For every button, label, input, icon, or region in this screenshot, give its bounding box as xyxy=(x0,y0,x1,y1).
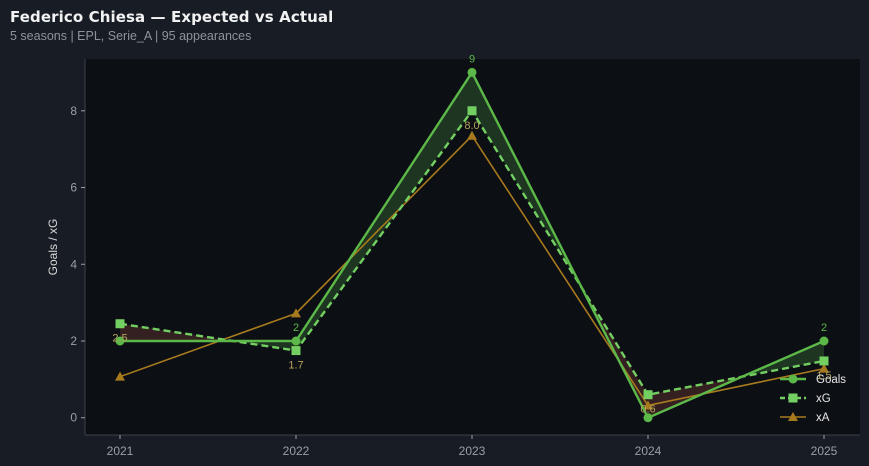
goals-point xyxy=(291,336,301,346)
chart-header: Federico Chiesa — Expected vs Actual 5 s… xyxy=(10,8,333,43)
goals-point xyxy=(643,413,653,423)
xa-point xyxy=(643,400,653,410)
goals-data-label: 2 xyxy=(293,322,299,334)
xg-data-label: 8.0 xyxy=(464,120,479,132)
xg-point xyxy=(643,390,653,400)
x-tick-label: 2023 xyxy=(459,444,486,458)
goals-point xyxy=(115,336,125,346)
goals-data-label: 9 xyxy=(469,53,475,65)
overperformance-fill xyxy=(296,72,472,351)
x-tick-label: 2024 xyxy=(635,444,662,458)
legend-label-xa: xA xyxy=(816,412,830,424)
xa-point xyxy=(291,308,301,318)
xg-point xyxy=(467,106,477,116)
xg-data-label: 0.6 xyxy=(640,404,655,416)
xg-data-label: 1.7 xyxy=(288,360,303,372)
legend-marker-xa xyxy=(788,412,798,421)
chart-title: Federico Chiesa — Expected vs Actual xyxy=(10,8,334,26)
y-tick-label: 4 xyxy=(70,257,77,271)
xg-data-label: 2.5 xyxy=(112,333,127,345)
xa-point xyxy=(115,371,125,381)
xg-point xyxy=(291,346,301,356)
y-tick-label: 0 xyxy=(70,411,77,425)
xa-point xyxy=(467,130,477,140)
y-tick-label: 2 xyxy=(70,334,77,348)
legend-label-goals: Goals xyxy=(816,374,846,386)
plot-area xyxy=(85,59,860,435)
xg-point xyxy=(819,356,829,366)
y-axis-label: Goals / xG xyxy=(46,219,60,276)
goals-point xyxy=(467,67,477,77)
xg-data-label: 1.5 xyxy=(816,370,831,382)
xa-point xyxy=(819,363,829,373)
chart-subtitle: 5 seasons | EPL, Serie_A | 95 appearance… xyxy=(10,29,252,43)
legend-label-xg: xG xyxy=(816,393,831,405)
goals-data-label: 2 xyxy=(821,322,827,334)
legend-marker-xg xyxy=(788,393,798,403)
legend-marker-goals xyxy=(788,374,798,384)
x-tick-label: 2022 xyxy=(283,444,310,458)
xg-point xyxy=(115,319,125,329)
x-tick-label: 2025 xyxy=(811,444,838,458)
x-tick-label: 2021 xyxy=(107,444,134,458)
y-tick-label: 6 xyxy=(70,181,77,195)
y-tick-label: 8 xyxy=(70,104,77,118)
goals-point xyxy=(819,336,829,346)
